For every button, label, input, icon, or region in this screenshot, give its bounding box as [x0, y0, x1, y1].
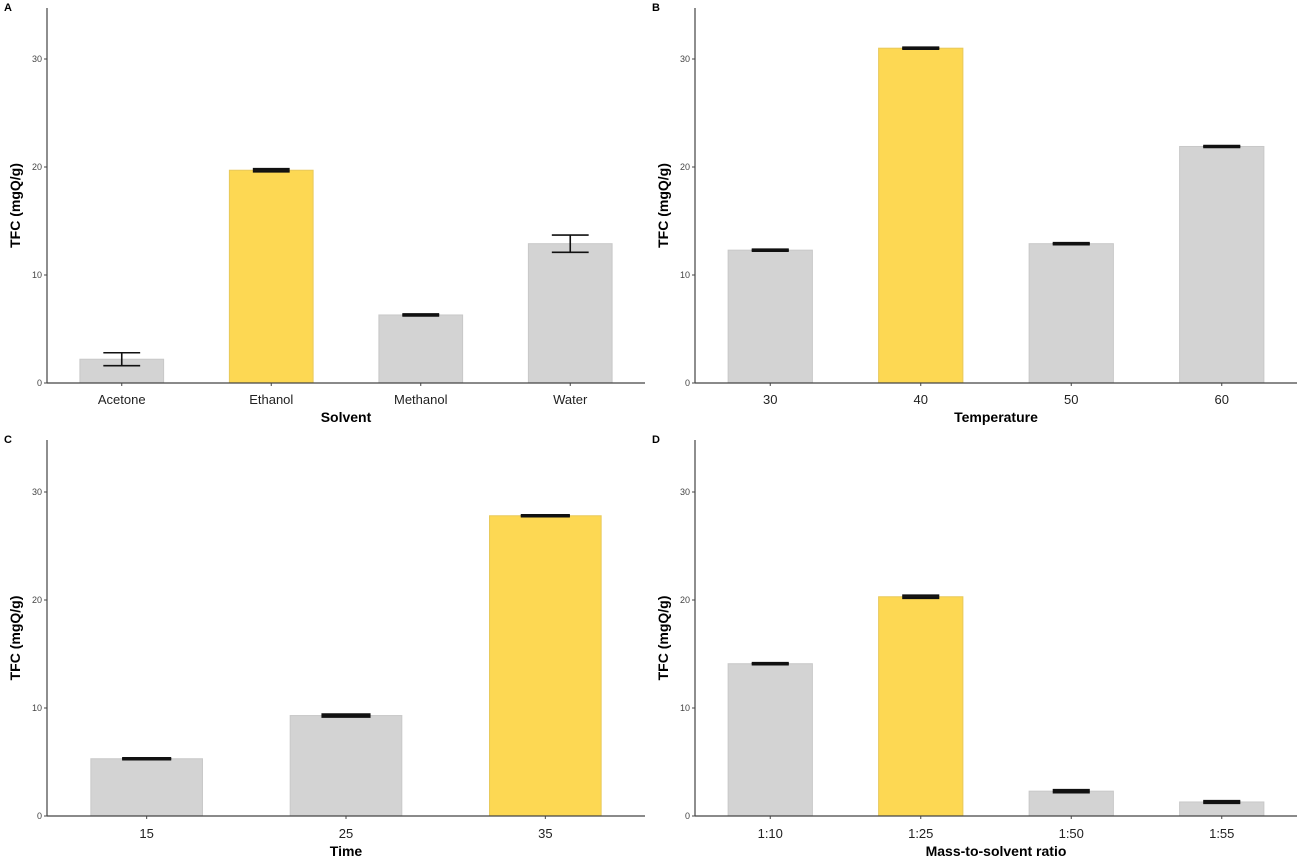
x-tick-label: 1:50: [1059, 826, 1084, 841]
x-tick-label: Acetone: [98, 392, 146, 407]
error-bar: [1052, 788, 1090, 794]
bar-1-25: [878, 596, 964, 817]
panel-d: D 1:10 1:25 1:50 1:55 0 10 20 30 Mass-to-solvent …: [652, 434, 1297, 859]
error-bar: [122, 756, 172, 761]
x-tick-label: 1:25: [908, 826, 933, 841]
bar-25: [289, 715, 403, 817]
x-axis-title: Temperature: [954, 409, 1038, 425]
y-axis-title: TFC (mgQ/g): [655, 163, 671, 248]
y-axis-title: TFC (mgQ/g): [7, 163, 23, 248]
error-bar: [402, 313, 440, 317]
y-tick-label: 0: [37, 378, 42, 388]
y-tick-label: 30: [680, 54, 690, 64]
bar-water: [527, 243, 613, 384]
panel-b: B 30 40 50 60 0 10 20 30 Temperature TFC (mgQ/g): [652, 2, 1297, 425]
x-tick-label: 60: [1215, 392, 1229, 407]
error-bar: [1203, 799, 1241, 805]
panel-label: D: [652, 434, 660, 446]
x-axis-title: Time: [330, 843, 363, 859]
x-tick-label: 1:10: [758, 826, 783, 841]
error-bar: [321, 713, 371, 718]
x-tick-label: Ethanol: [249, 392, 293, 407]
bar-1-50: [1028, 790, 1114, 817]
y-tick-label: 20: [32, 162, 42, 172]
error-bar: [902, 46, 940, 50]
y-axis-title: TFC (mgQ/g): [7, 596, 23, 681]
bar-60: [1179, 145, 1265, 384]
y-tick-label: 30: [32, 487, 42, 497]
panel-a: A Acetone Ethanol Methanol Water 0 10 20 30 Solve…: [4, 2, 645, 425]
error-bar: [751, 661, 789, 666]
bar-40: [878, 47, 964, 384]
x-axis-title: Mass-to-solvent ratio: [926, 843, 1067, 859]
x-tick-label: 25: [339, 826, 353, 841]
y-tick-label: 0: [37, 811, 42, 821]
y-tick-label: 30: [680, 487, 690, 497]
error-bar: [252, 167, 290, 173]
x-tick-label: Methanol: [394, 392, 448, 407]
y-tick-label: 10: [32, 703, 42, 713]
error-bar: [551, 234, 589, 254]
y-tick-label: 0: [685, 378, 690, 388]
error-bar: [103, 351, 141, 367]
error-bar: [520, 513, 570, 518]
error-bar: [1052, 241, 1090, 246]
y-tick-label: 20: [680, 595, 690, 605]
y-tick-label: 20: [680, 162, 690, 172]
bar-35: [489, 515, 602, 817]
x-tick-label: 30: [763, 392, 777, 407]
bar-methanol: [378, 314, 464, 384]
x-tick-label: Water: [553, 392, 588, 407]
bar-30: [727, 249, 813, 384]
x-tick-label: 1:55: [1209, 826, 1234, 841]
y-tick-label: 10: [32, 270, 42, 280]
panel-label: A: [4, 2, 12, 14]
y-tick-label: 10: [680, 270, 690, 280]
panel-c: C 15 25 35 0 10 20 30 Time TFC (mgQ/g): [4, 434, 645, 859]
x-tick-label: 50: [1064, 392, 1078, 407]
y-tick-label: 10: [680, 703, 690, 713]
bar-50: [1028, 243, 1114, 384]
x-tick-label: 40: [914, 392, 928, 407]
panel-label: B: [652, 2, 660, 14]
y-axis-title: TFC (mgQ/g): [655, 596, 671, 681]
error-bar: [1203, 144, 1241, 149]
error-bar: [902, 594, 940, 600]
bar-ethanol: [228, 169, 314, 384]
y-tick-label: 30: [32, 54, 42, 64]
y-tick-label: 0: [685, 811, 690, 821]
y-tick-label: 20: [32, 595, 42, 605]
bar-15: [90, 758, 203, 817]
x-axis-title: Solvent: [321, 409, 372, 425]
error-bar: [751, 248, 789, 252]
panel-label: C: [4, 434, 12, 446]
x-tick-label: 35: [538, 826, 552, 841]
x-tick-label: 15: [139, 826, 153, 841]
bar-1-10: [727, 663, 813, 817]
